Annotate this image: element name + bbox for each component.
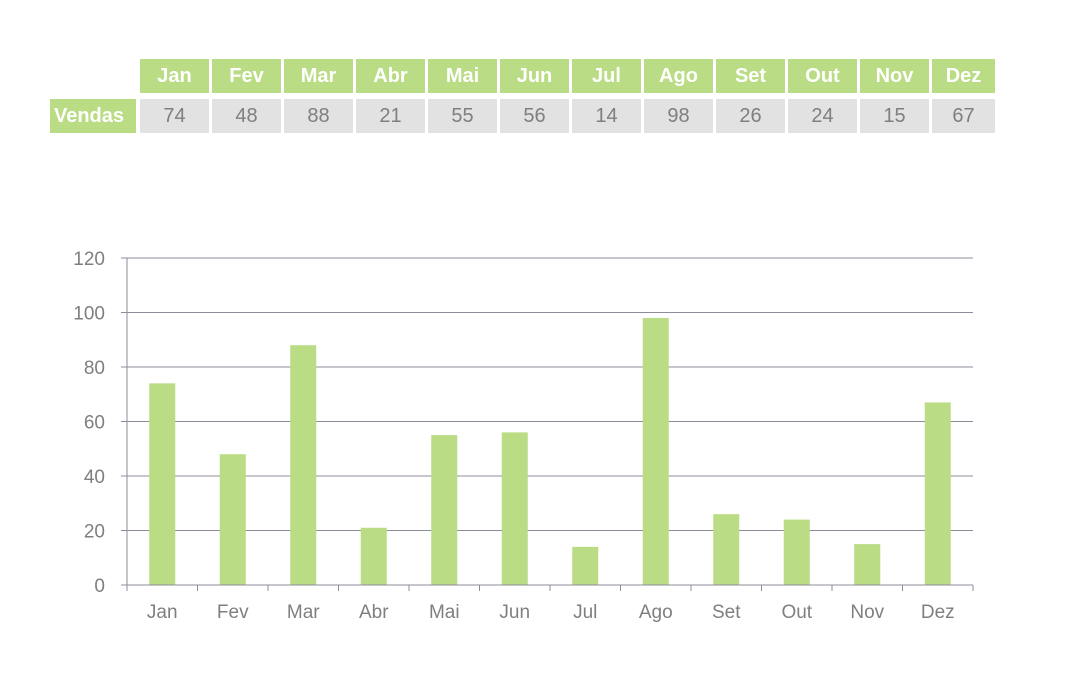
table-value-set: 26	[716, 99, 785, 133]
x-tick-label-fev: Fev	[217, 602, 249, 623]
bar-jan	[149, 383, 176, 585]
bar-mar	[290, 345, 317, 585]
sales-data-table: Vendas Jan 74 Fev 48 Mar 88 Abr 21 Mai 55 Jun 56 Jul…	[0, 0, 1072, 150]
y-tick-label: 120	[73, 249, 105, 270]
bar-mai	[431, 435, 458, 585]
chart-gridlines	[121, 257, 973, 531]
x-tick-label-mai: Mai	[429, 602, 460, 623]
bar-ago	[642, 317, 669, 585]
table-value-mar: 88	[284, 99, 353, 133]
table-value-jun: 56	[500, 99, 569, 133]
table-header-jun: Jun	[500, 59, 569, 93]
table-value-abr: 21	[356, 99, 425, 133]
x-tick-label-dez: Dez	[921, 602, 955, 623]
table-value-jan: 74	[140, 99, 209, 133]
y-tick-label: 100	[73, 304, 105, 325]
bar-out	[783, 519, 810, 585]
table-value-out: 24	[788, 99, 857, 133]
y-tick-label: 40	[84, 467, 105, 488]
row-label-vendas: Vendas	[50, 99, 136, 133]
table-header-mai: Mai	[428, 59, 497, 93]
table-value-jul: 14	[572, 99, 641, 133]
x-tick-label-mar: Mar	[287, 602, 320, 623]
bar-dez	[924, 402, 951, 585]
table-value-fev: 48	[212, 99, 281, 133]
table-value-mai: 55	[428, 99, 497, 133]
chart-axes	[121, 257, 974, 591]
table-header-dez: Dez	[932, 59, 995, 93]
x-tick-label-jun: Jun	[499, 602, 530, 623]
table-header-nov: Nov	[860, 59, 929, 93]
y-tick-label: 80	[84, 358, 105, 379]
chart-tick-labels: 0 20 40 60 80 100 120 Jan Fev Mar Abr Mai Jun Jul Ago S…	[73, 249, 954, 623]
bar-fev	[219, 454, 246, 585]
x-tick-label-out: Out	[781, 602, 812, 623]
bar-jun	[501, 432, 528, 585]
bar-jul	[572, 546, 599, 585]
table-header-mar: Mar	[284, 59, 353, 93]
x-tick-label-jan: Jan	[147, 602, 178, 623]
table-header-fev: Fev	[212, 59, 281, 93]
y-tick-label: 0	[94, 576, 105, 597]
table-value-ago: 98	[644, 99, 713, 133]
y-tick-label: 60	[84, 413, 105, 434]
x-tick-label-set: Set	[712, 602, 741, 623]
table-header-jul: Jul	[572, 59, 641, 93]
bar-set	[713, 514, 740, 585]
x-tick-label-jul: Jul	[573, 602, 597, 623]
chart-bars	[149, 317, 951, 585]
table-header-ago: Ago	[644, 59, 713, 93]
table-header-set: Set	[716, 59, 785, 93]
bar-abr	[360, 527, 387, 585]
table-value-nov: 15	[860, 99, 929, 133]
y-tick-label: 20	[84, 522, 105, 543]
table-header-out: Out	[788, 59, 857, 93]
bar-nov	[854, 544, 881, 585]
x-tick-label-abr: Abr	[359, 602, 389, 623]
table-header-abr: Abr	[356, 59, 425, 93]
x-tick-label-ago: Ago	[639, 602, 673, 623]
table-header-jan: Jan	[140, 59, 209, 93]
table-value-dez: 67	[932, 99, 995, 133]
x-tick-label-nov: Nov	[850, 602, 884, 623]
